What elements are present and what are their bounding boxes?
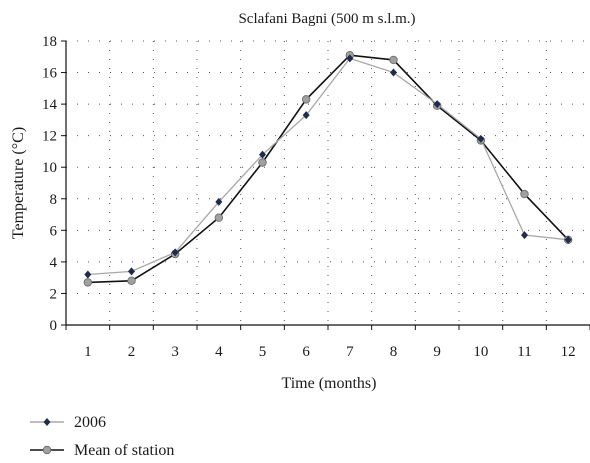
legend-label: Mean of station [74, 442, 174, 459]
data-point-circle [520, 189, 529, 199]
data-point-circle [301, 95, 311, 104]
series-markers-2006 [84, 54, 572, 279]
series-mean-of-station [87, 54, 569, 284]
y-tick-label: 8 [50, 192, 58, 208]
y-tick-label: 16 [42, 66, 58, 82]
legend-item: 2006 [30, 414, 106, 431]
series-line [87, 57, 569, 276]
legend-marker-diamond [43, 418, 51, 426]
x-tick-label: 8 [390, 344, 398, 360]
legend-label: 2006 [74, 414, 106, 431]
data-point-diamond [171, 248, 179, 257]
y-tick-label: 4 [50, 255, 58, 271]
x-tick-label: 6 [302, 344, 310, 360]
data-point-diamond [215, 197, 223, 206]
data-point-diamond [564, 235, 572, 244]
x-axis-label: Time (months) [282, 375, 377, 392]
x-tick-label: 3 [171, 344, 179, 360]
data-point-diamond [302, 111, 310, 120]
data-point-circle [83, 278, 93, 287]
data-point-diamond [390, 68, 397, 77]
x-tick-label: 2 [128, 344, 136, 360]
data-point-diamond [433, 100, 441, 109]
y-axis-label: Temperature (°C) [10, 127, 27, 239]
axes [61, 40, 590, 330]
y-tick-label: 14 [42, 97, 58, 113]
data-point-diamond [346, 54, 354, 63]
data-point-circle [389, 55, 398, 65]
y-tick-labels: 0 2 4 6 8 10 12 14 16 18 [42, 34, 58, 334]
data-point-diamond [477, 134, 485, 143]
y-tick-label: 18 [42, 34, 57, 50]
data-point-circle [127, 276, 136, 286]
gridlines [66, 40, 590, 325]
x-tick-label: 10 [473, 344, 488, 360]
x-tick-labels: 1 2 3 4 5 6 7 8 9 10 11 12 [84, 344, 576, 360]
y-tick-label: 12 [42, 129, 57, 145]
y-tick-label: 2 [50, 286, 58, 302]
x-tick-label: 11 [517, 344, 531, 360]
chart-title: Sclafani Bagni (500 m s.l.m.) [238, 11, 415, 27]
series-2006 [87, 57, 569, 276]
y-tick-label: 10 [42, 160, 57, 176]
x-tick-label: 5 [259, 344, 267, 360]
x-tick-label: 9 [433, 344, 441, 360]
x-tick-label: 4 [215, 344, 223, 360]
data-point-circle [258, 158, 267, 167]
series-layer [83, 51, 573, 287]
data-point-diamond [84, 270, 92, 279]
x-tick-label: 7 [346, 344, 354, 360]
y-tick-label: 0 [50, 318, 58, 334]
y-tick-label: 6 [50, 223, 58, 239]
legend-marker-circle [42, 445, 52, 455]
x-tick-label: 1 [84, 344, 92, 360]
series-markers-mean-of-station [83, 51, 573, 287]
legend: 2006 Mean of station [30, 414, 174, 459]
data-point-circle [214, 213, 224, 222]
data-point-diamond [521, 231, 528, 240]
legend-item: Mean of station [30, 442, 174, 459]
x-tick-label: 12 [561, 344, 576, 360]
series-line [87, 54, 569, 284]
data-point-diamond [128, 267, 135, 276]
data-point-diamond [259, 150, 266, 159]
